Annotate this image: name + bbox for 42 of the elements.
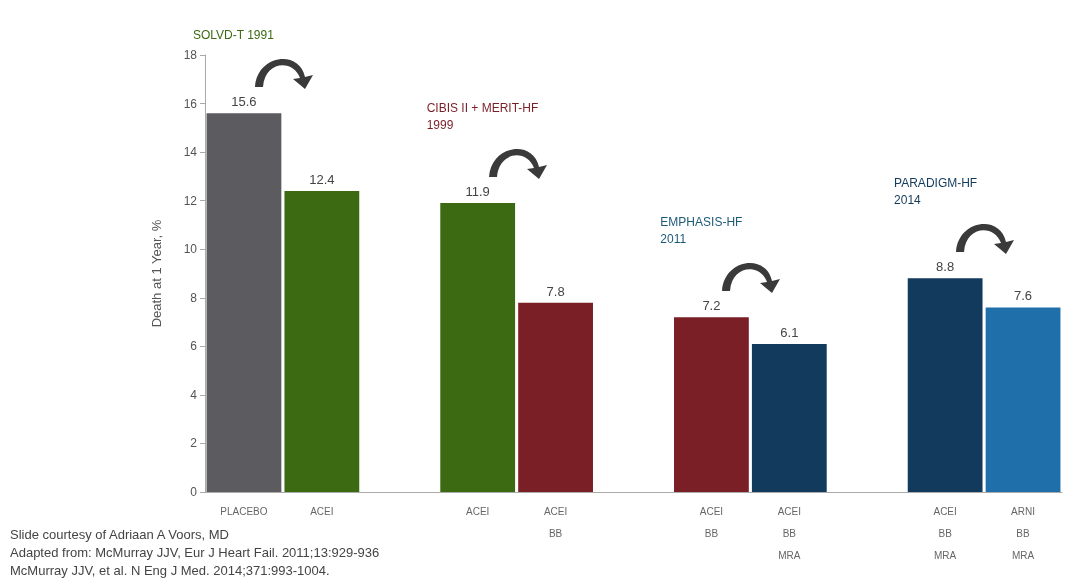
y-tick-label: 18: [183, 48, 198, 62]
y-tick-label: 6: [190, 339, 198, 354]
data-label: 15.6: [231, 94, 257, 110]
text: Slide courtesy of Adriaan A Voors, MD: [10, 527, 229, 542]
x-tick-label: ARNI BB MRA: [1011, 505, 1035, 561]
data-label: 7.2: [702, 298, 721, 314]
y-tick-label: 16: [183, 96, 198, 111]
bar: [206, 113, 282, 492]
data-label: 8.8: [936, 259, 955, 275]
bar: [284, 190, 360, 492]
text: SOLVD-T 1991: [192, 27, 275, 42]
text: Adapted from: McMurray JJV, Eur J Heart Fail. 2011;13:929-936: [10, 545, 380, 560]
bar: [985, 307, 1061, 492]
bar: [518, 302, 593, 492]
x-tick-label: PLACEBO: [220, 505, 268, 517]
bar: [674, 317, 749, 492]
x-tick-label: ACEI: [310, 505, 334, 517]
y-tick-label: 12: [183, 193, 198, 208]
x-tick-label: ACEI BB MRA: [933, 505, 957, 561]
data-label: 6.1: [780, 324, 799, 340]
x-tick-label: ACEI: [466, 505, 490, 517]
annotation: CIBIS II + MERIT-HF 1999: [426, 100, 539, 132]
data-label: 12.4: [309, 171, 335, 187]
y-tick-label: 4: [190, 387, 198, 402]
bar: [440, 203, 516, 492]
x-tick-label: ACEI BB: [543, 505, 568, 539]
y-tick-label: 2: [190, 436, 198, 451]
data-label: 11.9: [465, 184, 490, 200]
annotation: PARADIGM-HF 2014: [894, 175, 978, 207]
x-tick-label: ACEI BB MRA: [777, 505, 801, 561]
y-tick-label: 14: [183, 145, 198, 160]
bar: [907, 278, 983, 492]
annotation: EMPHASIS-HF 2011: [660, 214, 743, 246]
y-tick-label: 8: [190, 290, 198, 305]
y-tick-label: 0: [190, 485, 198, 499]
bar: [751, 343, 827, 492]
y-axis-title: Death at 1 Year, %: [149, 219, 164, 328]
data-label: 7.8: [546, 283, 565, 299]
x-tick-label: ACEI BB: [699, 505, 724, 539]
data-label: 7.6: [1014, 288, 1033, 304]
text: McMurray JJV, et al. N Eng J Med. 2014;371:993-1004.: [10, 563, 330, 578]
y-tick-label: 10: [183, 242, 198, 257]
